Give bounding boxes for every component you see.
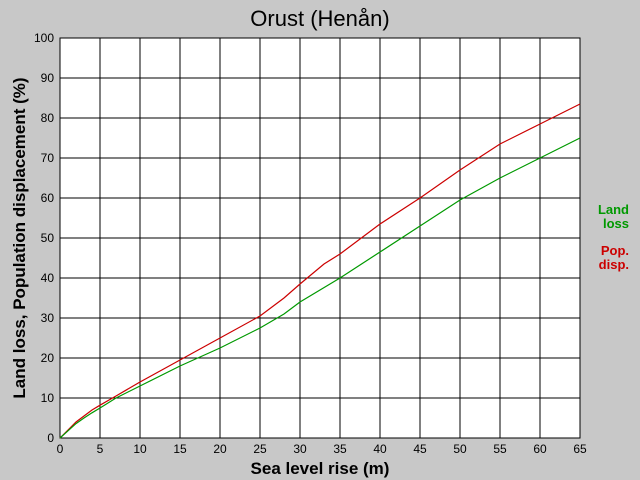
x-tick-label: 15 [173,442,187,456]
y-tick-label: 30 [41,311,55,325]
chart-title: Orust (Henån) [250,6,389,31]
y-axis-ticks: 0 10 20 30 40 50 60 70 80 90 100 [34,31,54,445]
x-tick-label: 30 [293,442,307,456]
x-tick-label: 60 [533,442,547,456]
y-tick-label: 50 [41,231,55,245]
x-tick-label: 10 [133,442,147,456]
x-tick-label: 40 [373,442,387,456]
x-tick-label: 35 [333,442,347,456]
legend-entry-land-loss: loss [603,216,629,231]
legend-entry-land-loss: Land [598,202,629,217]
series-line-land-loss [59,137,581,439]
legend-entry-pop-disp: disp. [599,257,629,272]
y-tick-label: 80 [41,111,55,125]
y-tick-label: 90 [41,71,55,85]
x-tick-label: 65 [573,442,587,456]
x-tick-label: 45 [413,442,427,456]
x-tick-label: 25 [253,442,267,456]
y-axis-label: Land loss, Population displacement (%) [10,77,29,398]
x-tick-label: 5 [97,442,104,456]
x-axis-label: Sea level rise (m) [251,459,390,478]
series-line-pop-disp [59,103,581,439]
series-group [59,103,581,439]
legend-entry-pop-disp: Pop. [601,243,629,258]
y-tick-label: 0 [47,431,54,445]
y-tick-label: 40 [41,271,55,285]
y-tick-label: 70 [41,151,55,165]
y-tick-label: 100 [34,31,54,45]
y-tick-label: 20 [41,351,55,365]
x-tick-label: 50 [453,442,467,456]
x-axis-ticks: 0 5 10 15 20 25 30 35 40 45 50 55 60 65 [57,442,587,456]
x-tick-label: 20 [213,442,227,456]
y-tick-label: 10 [41,391,55,405]
y-tick-label: 60 [41,191,55,205]
x-tick-label: 0 [57,442,64,456]
x-tick-label: 55 [493,442,507,456]
